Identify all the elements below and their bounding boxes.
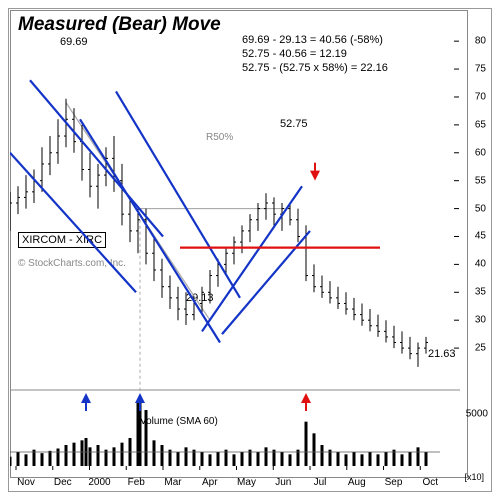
month-x-axis: NovDec2000FebMarAprMayJunJulAugSepOct bbox=[10, 477, 464, 490]
volume-y-axis: 5000 bbox=[460, 400, 488, 460]
x-multiplier: [x10] bbox=[464, 472, 484, 482]
chart-svg-layer bbox=[10, 30, 464, 476]
